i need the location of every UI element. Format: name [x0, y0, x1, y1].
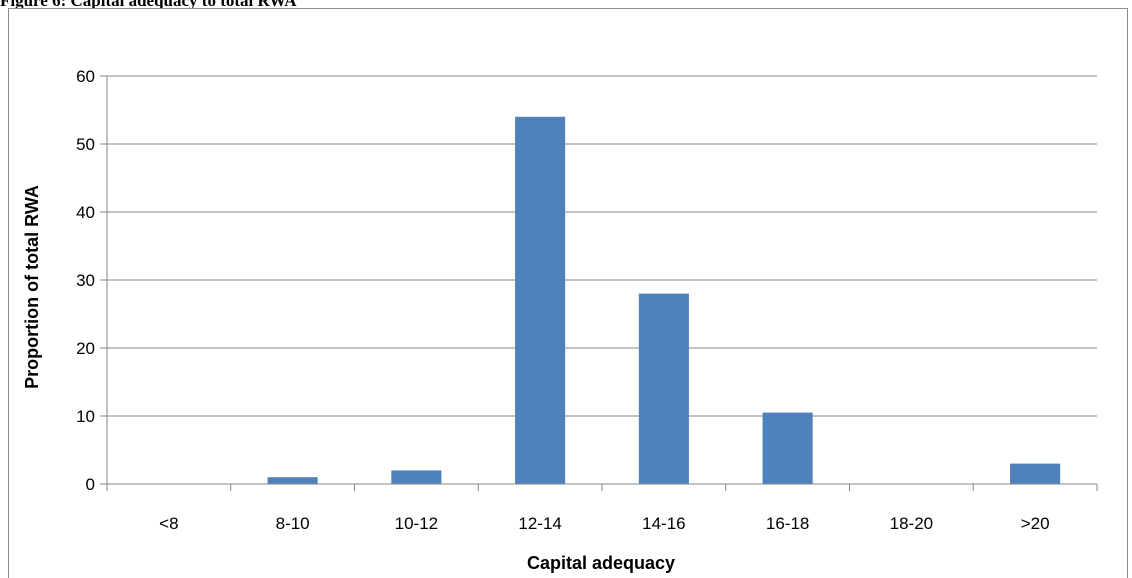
bar-14-16	[638, 293, 689, 484]
bar-10-12	[391, 470, 442, 484]
y-tick-label: 30	[76, 271, 95, 290]
x-tick-label: 18-20	[890, 514, 933, 533]
labels-layer: 0 10 20 30 40 50 60 <8 8-10 10-12 12-14 14-16 16-18 1…	[76, 67, 1049, 533]
axes-layer	[100, 75, 1098, 491]
bar-12-14	[515, 116, 566, 485]
x-axis-title: Capital adequacy	[527, 553, 675, 573]
y-tick-label: 0	[86, 475, 95, 494]
y-tick-label: 60	[76, 67, 95, 86]
x-tick-label: <8	[159, 514, 178, 533]
x-tick-label: 10-12	[395, 514, 438, 533]
chart-frame	[8, 8, 1128, 578]
y-tick-label: 20	[76, 339, 95, 358]
y-tick-label: 40	[76, 203, 95, 222]
x-tick-label: 16-18	[766, 514, 809, 533]
x-tick-label: 12-14	[518, 514, 561, 533]
x-tick-label: >20	[1021, 514, 1050, 533]
grid-layer	[107, 75, 1097, 417]
bars-layer	[267, 116, 1061, 485]
y-tick-label: 10	[76, 407, 95, 426]
y-axis-title: Proportion of total RWA	[22, 185, 42, 389]
x-tick-label: 14-16	[642, 514, 685, 533]
bar-8-10	[267, 477, 318, 484]
bar--20	[1010, 463, 1061, 484]
bar-16-18	[762, 412, 813, 484]
x-tick-label: 8-10	[276, 514, 310, 533]
y-tick-label: 50	[76, 135, 95, 154]
figure-title: Figure 6: Capital adequacy to total RWA	[0, 0, 297, 10]
